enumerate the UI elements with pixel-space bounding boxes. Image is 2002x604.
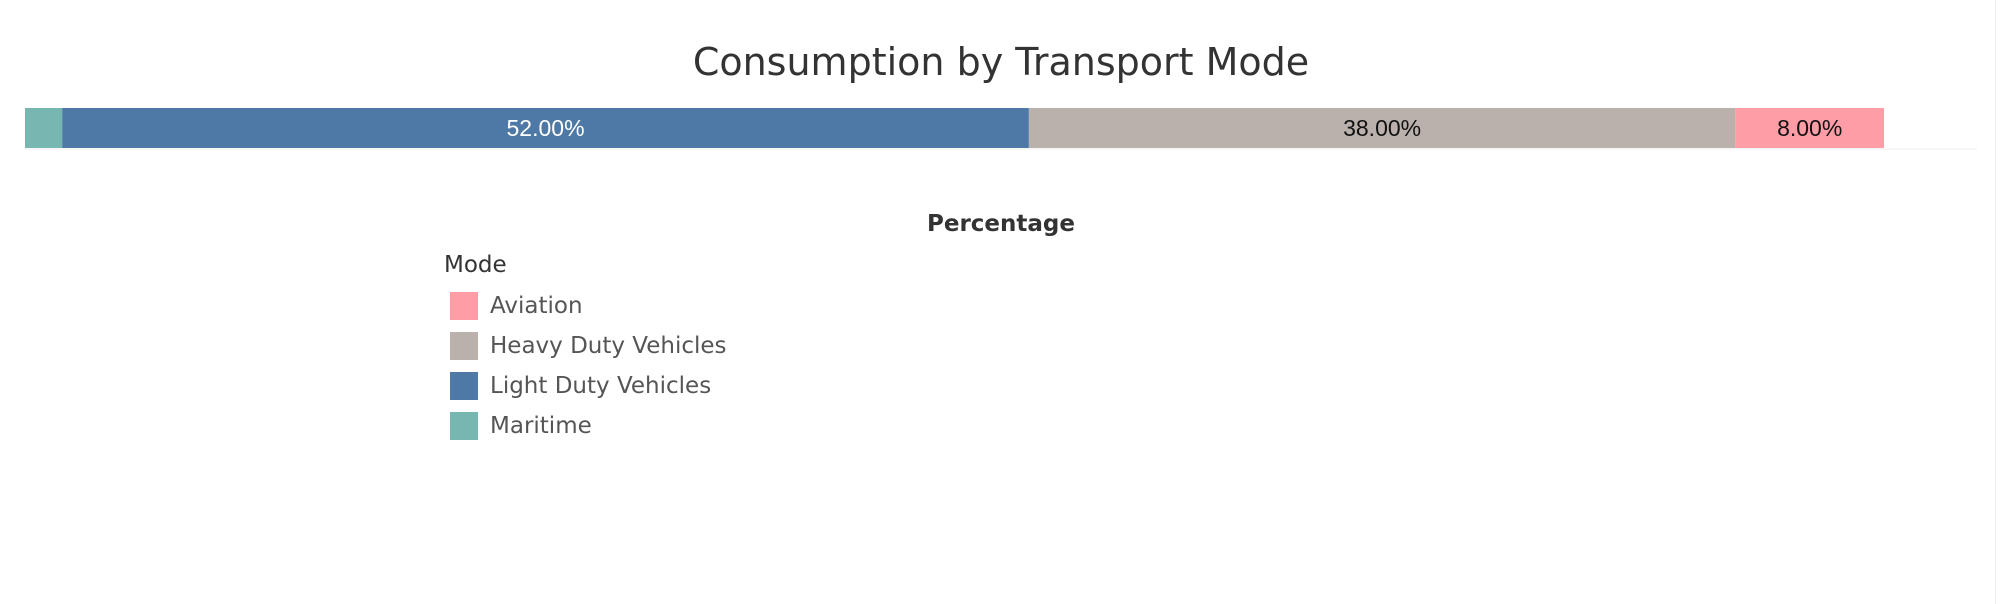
chart-title: Consumption by Transport Mode (692, 40, 1310, 84)
legend-swatch-heavy-duty-vehicles (450, 332, 478, 360)
legend: Mode Aviation Heavy Duty Vehicles Light … (444, 252, 727, 446)
legend-item-heavy-duty-vehicles[interactable]: Heavy Duty Vehicles (444, 326, 727, 366)
legend-item-light-duty-vehicles[interactable]: Light Duty Vehicles (444, 366, 727, 406)
bar-segment-heavy-duty-vehicles[interactable] (1028, 108, 1736, 148)
bar-segment-aviation[interactable] (1735, 108, 1885, 148)
legend-label-aviation: Aviation (490, 293, 583, 319)
legend-item-maritime[interactable]: Maritime (444, 406, 727, 446)
legend-label-maritime: Maritime (490, 413, 592, 439)
bar-label-light-duty-vehicles: 52.00% (507, 115, 585, 141)
legend-label-light-duty-vehicles: Light Duty Vehicles (490, 373, 712, 399)
legend-swatch-aviation (450, 292, 478, 320)
view-border (1995, 0, 1996, 604)
x-axis-label: Percentage (927, 211, 1075, 237)
bar-label-heavy-duty-vehicles: 38.00% (1343, 115, 1421, 141)
legend-swatch-maritime (450, 412, 478, 440)
bar-segment-maritime[interactable] (25, 108, 63, 148)
legend-item-aviation[interactable]: Aviation (444, 286, 727, 326)
bar-segment-light-duty-vehicles[interactable] (62, 108, 1029, 148)
legend-title: Mode (444, 252, 507, 278)
stacked-bar-chart: 52.00% 38.00% 8.00% (25, 108, 1977, 150)
bar-label-aviation: 8.00% (1777, 115, 1842, 141)
legend-swatch-light-duty-vehicles (450, 372, 478, 400)
legend-label-heavy-duty-vehicles: Heavy Duty Vehicles (490, 333, 727, 359)
